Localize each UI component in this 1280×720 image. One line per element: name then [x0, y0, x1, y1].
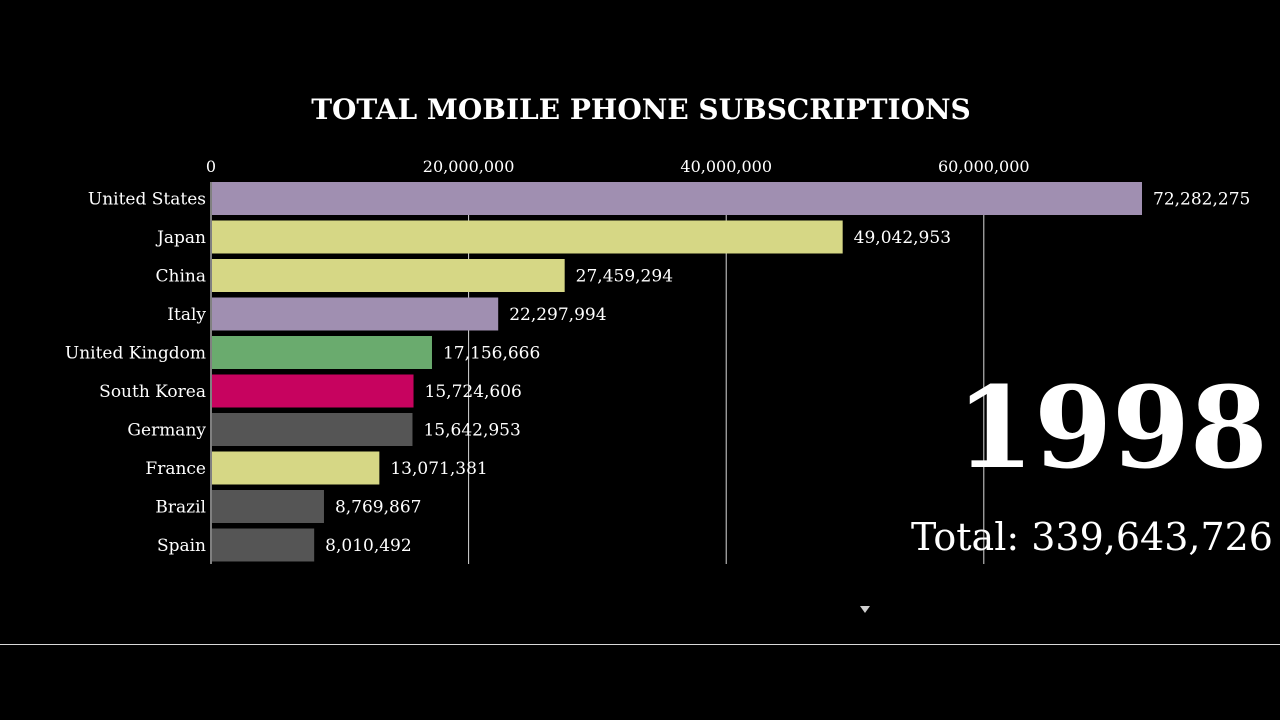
- value-label: 27,459,294: [576, 267, 673, 287]
- value-label: 15,642,953: [423, 421, 520, 441]
- bar: [212, 259, 565, 292]
- year-label: 1998: [956, 363, 1268, 494]
- category-label: Spain: [157, 536, 206, 556]
- category-label: Japan: [155, 228, 206, 248]
- bar: [212, 182, 1142, 215]
- total-label: Total: 339,643,726: [911, 515, 1273, 559]
- bar: [212, 336, 432, 369]
- category-label: Brazil: [155, 498, 206, 518]
- bar: [212, 490, 324, 523]
- x-tick-label: 40,000,000: [680, 157, 772, 176]
- bars: [212, 182, 1142, 562]
- category-label: United States: [88, 190, 206, 210]
- category-labels: United States Japan China Italy United Kingd…: [65, 190, 207, 557]
- value-label: 8,769,867: [335, 498, 422, 518]
- triangle-down-icon[interactable]: [860, 606, 870, 613]
- bar: [212, 220, 843, 254]
- value-label: 17,156,666: [443, 344, 540, 364]
- bar: [212, 451, 380, 485]
- value-label: 22,297,994: [509, 305, 606, 325]
- category-label: Germany: [127, 421, 206, 441]
- x-tick-label: 60,000,000: [938, 157, 1030, 176]
- category-label: United Kingdom: [65, 344, 206, 364]
- category-label: Italy: [167, 305, 206, 325]
- x-tick-label: 20,000,000: [423, 157, 515, 176]
- value-label: 72,282,275: [1153, 190, 1250, 210]
- category-label: China: [156, 267, 206, 287]
- value-label: 15,724,606: [425, 382, 522, 402]
- x-tick-label: 0: [206, 157, 216, 176]
- value-label: 8,010,492: [325, 536, 412, 556]
- value-label: 13,071,381: [390, 459, 487, 479]
- x-axis-ticks: 0 20,000,000 40,000,000 60,000,000: [206, 157, 1030, 176]
- chart-title: TOTAL MOBILE PHONE SUBSCRIPTIONS: [311, 93, 971, 126]
- category-label: France: [145, 459, 206, 479]
- category-label: South Korea: [99, 382, 206, 402]
- value-labels: 72,282,275 49,042,953 27,459,294 22,297,994…: [325, 190, 1250, 557]
- bar: [212, 413, 413, 446]
- bar: [212, 374, 414, 408]
- value-label: 49,042,953: [854, 228, 951, 248]
- bar: [212, 297, 499, 331]
- bar: [212, 528, 315, 562]
